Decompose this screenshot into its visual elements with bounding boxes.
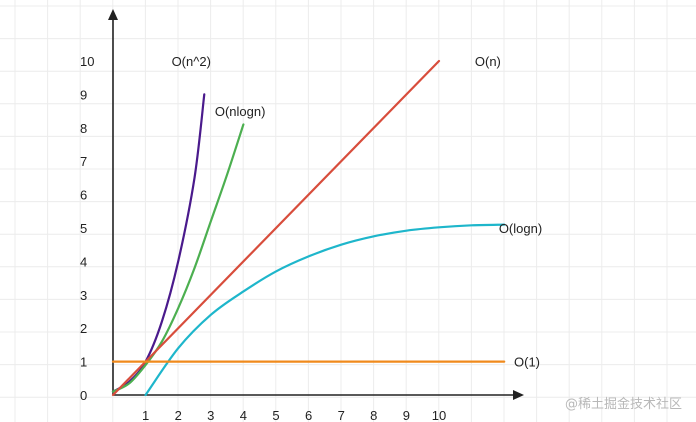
x-tick-label: 1 [142, 408, 149, 422]
series-line-o-n-2 [111, 93, 206, 393]
y-axis-arrow [108, 9, 118, 20]
y-tick-label: 1 [80, 355, 87, 370]
y-tick-label: 10 [80, 54, 94, 69]
x-tick-label: 2 [175, 408, 182, 422]
series-label-o-nlogn: O(nlogn) [215, 104, 266, 119]
series-line-o-nlogn [111, 123, 245, 393]
x-tick-label: 6 [305, 408, 312, 422]
x-tick-label: 5 [272, 408, 279, 422]
series-label-o-logn: O(logn) [499, 221, 542, 236]
x-tick-label: 4 [240, 408, 247, 422]
y-tick-label: 0 [80, 388, 87, 403]
y-tick-label: 6 [80, 188, 87, 203]
y-tick-label: 4 [80, 254, 87, 269]
y-tick-label: 7 [80, 154, 87, 169]
labels: 0 1 2 3 4 5 6 7 8 9 10 1 2 3 4 5 6 7 8 9 10 O(n^2) O(nlogn) O(n… [80, 54, 542, 422]
x-tick-label: 7 [338, 408, 345, 422]
series [111, 59, 506, 397]
x-tick-label: 3 [207, 408, 214, 422]
series-line-o-logn [144, 223, 506, 397]
y-tick-label: 2 [80, 321, 87, 336]
x-tick-label: 9 [403, 408, 410, 422]
y-tick-label: 3 [80, 288, 87, 303]
series-label-o-n-2: O(n^2) [172, 54, 211, 69]
watermark: @稀土掘金技术社区 [564, 397, 682, 412]
y-tick-label: 8 [80, 121, 87, 136]
axes [108, 9, 524, 400]
series-label-o-n: O(n) [475, 54, 501, 69]
x-tick-label: 8 [370, 408, 377, 422]
y-tick-label: 9 [80, 87, 87, 102]
series-line-o-n [111, 59, 441, 397]
series-label-o-1: O(1) [514, 355, 540, 370]
x-tick-label: 10 [432, 408, 446, 422]
x-axis-arrow [513, 390, 524, 400]
y-tick-label: 5 [80, 221, 87, 236]
